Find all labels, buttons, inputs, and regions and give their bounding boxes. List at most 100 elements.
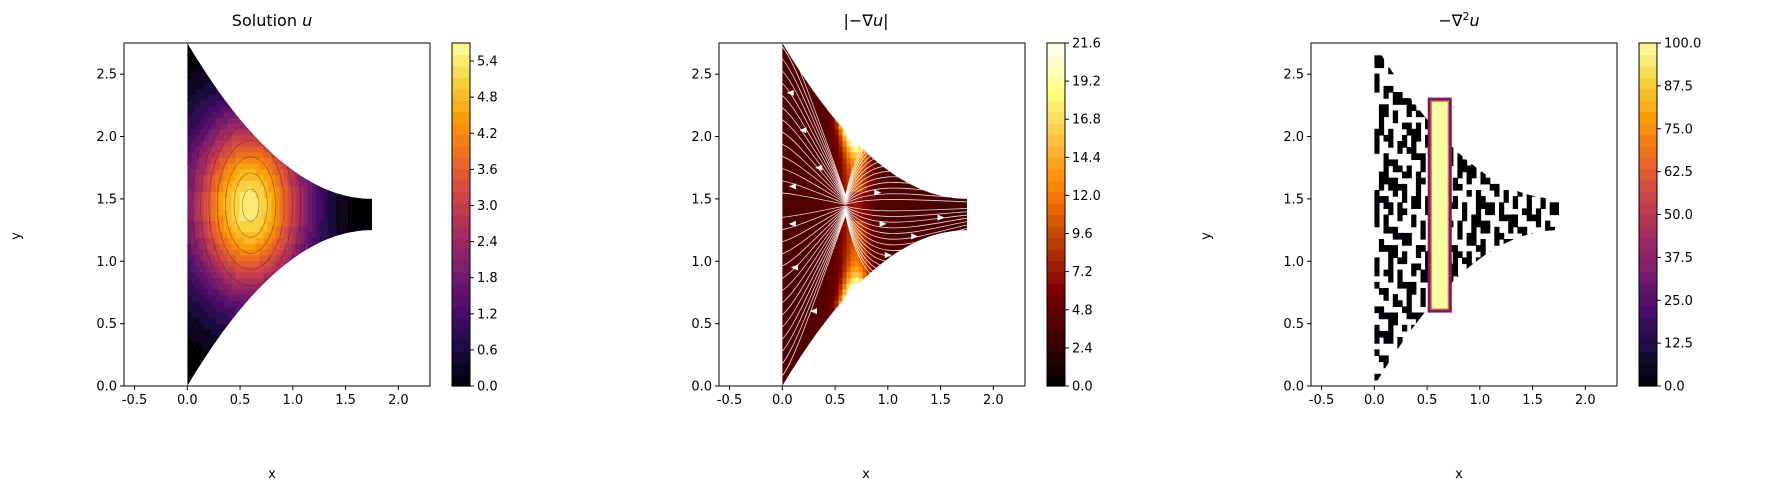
field-cell <box>870 128 876 136</box>
field-cell <box>822 100 828 107</box>
field-cell <box>806 157 812 164</box>
field-cell <box>283 300 289 307</box>
field-cell <box>810 140 816 147</box>
field-cell <box>850 243 856 250</box>
field-cell <box>275 151 281 159</box>
field-cell <box>902 306 908 313</box>
field-cell <box>199 363 205 370</box>
field-cell <box>339 151 345 159</box>
field-cell <box>191 111 197 119</box>
field-cell <box>299 174 305 181</box>
field-cell <box>882 203 888 210</box>
field-cell <box>910 214 916 221</box>
field-cell <box>846 105 852 113</box>
field-cell <box>914 306 920 313</box>
field-cell <box>894 140 900 147</box>
field-cell <box>846 351 852 359</box>
field-cell <box>323 357 329 364</box>
field-cell <box>303 220 309 227</box>
field-cell <box>299 197 305 204</box>
field-cell <box>263 77 269 84</box>
field-cell <box>870 346 876 353</box>
field-cell <box>866 323 872 330</box>
field-cell <box>327 368 333 376</box>
field-cell <box>339 300 345 307</box>
field-cell <box>211 48 217 56</box>
field-cell <box>247 83 253 90</box>
field-cell <box>247 191 253 199</box>
field-cell <box>239 288 245 296</box>
field-cell <box>874 271 880 279</box>
field-cell <box>199 65 205 73</box>
field-cell <box>866 311 872 319</box>
field-cell <box>243 334 249 342</box>
field-cell <box>910 351 916 359</box>
field-cell <box>842 363 848 370</box>
field-cell <box>187 300 193 307</box>
field-cell <box>215 248 221 256</box>
field-cell <box>878 163 884 170</box>
field-cell <box>802 351 808 359</box>
field-cell <box>834 71 840 79</box>
field-cell <box>351 323 357 330</box>
field-cell <box>231 134 237 141</box>
field-cell <box>830 277 836 284</box>
field-cell <box>327 60 333 67</box>
field-cell <box>894 123 900 130</box>
field-cell <box>323 197 329 204</box>
field-cell <box>327 185 333 193</box>
field-cell <box>898 214 904 221</box>
field-cell <box>347 54 353 61</box>
field-cell <box>343 208 349 216</box>
field-cell <box>247 357 253 364</box>
field-cell <box>235 60 241 67</box>
field-cell <box>834 248 840 256</box>
field-cell <box>874 83 880 90</box>
field-cell <box>303 300 309 307</box>
field-cell <box>870 65 876 73</box>
field-cell <box>363 271 369 279</box>
field-cell <box>818 300 824 307</box>
field-cell <box>886 346 892 353</box>
field-cell <box>790 374 796 382</box>
field-cell <box>870 94 876 101</box>
field-cell <box>818 117 824 124</box>
field-cell <box>259 203 265 210</box>
field-cell <box>898 351 904 359</box>
field-cell <box>335 351 341 359</box>
field-cell <box>263 220 269 227</box>
field-cell <box>826 48 832 56</box>
field-cell <box>215 65 221 73</box>
field-cell <box>894 220 900 227</box>
field-cell <box>814 340 820 347</box>
field-cell <box>842 54 848 61</box>
field-cell <box>331 180 337 187</box>
field-cell <box>858 306 864 313</box>
field-cell <box>806 140 812 147</box>
field-cell <box>858 357 864 364</box>
field-cell <box>227 208 233 216</box>
field-cell <box>898 374 904 382</box>
field-cell <box>335 368 341 376</box>
field-cell <box>858 60 864 67</box>
field-cell <box>279 374 285 382</box>
field-cell <box>814 140 820 147</box>
field-cell <box>291 83 297 90</box>
field-cell <box>275 128 281 136</box>
field-cell <box>231 248 237 256</box>
field-cell <box>802 168 808 176</box>
field-cell <box>199 300 205 307</box>
field-cell <box>862 334 868 342</box>
field-cell <box>311 214 317 221</box>
field-cell <box>368 100 372 107</box>
field-cell <box>263 265 269 273</box>
field-cell <box>850 65 856 73</box>
field-cell <box>211 340 217 347</box>
field-cell <box>359 243 365 250</box>
field-cell <box>894 180 900 187</box>
field-cell <box>368 334 372 342</box>
field-cell <box>191 231 197 239</box>
field-cell <box>874 220 880 227</box>
field-cell <box>351 83 357 90</box>
field-cell <box>335 168 341 176</box>
